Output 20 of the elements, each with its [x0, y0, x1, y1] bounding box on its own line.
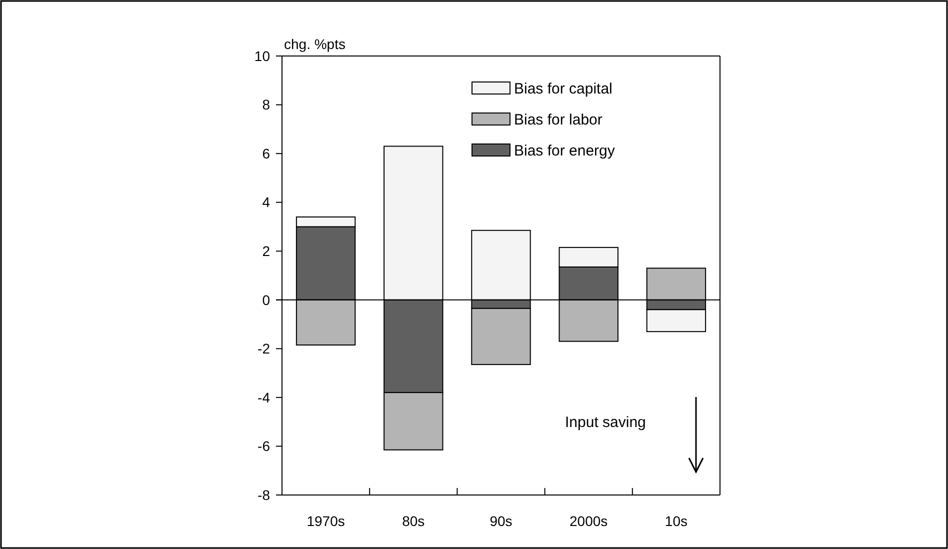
legend-label: Bias for capital [514, 80, 612, 98]
y-tick-label: 0 [262, 292, 270, 308]
legend-label: Bias for energy [514, 142, 616, 160]
y-tick-label: 8 [262, 96, 270, 113]
y-tick-label: 4 [262, 194, 270, 210]
x-tick-label: 80s [402, 513, 425, 529]
y-tick-label: -6 [258, 438, 270, 454]
x-tick-label: 2000s [570, 513, 608, 529]
x-tick-label: 10s [664, 513, 688, 529]
x-tick-label: 90s [490, 513, 512, 529]
y-tick-label: -8 [258, 486, 270, 503]
y-tick-label: 6 [262, 145, 270, 162]
y-axis-title: chg. %pts [284, 36, 346, 52]
x-tick-label: 1970s [306, 513, 345, 529]
y-tick-label: -2 [258, 340, 270, 357]
annotation: Input saving [565, 414, 646, 432]
y-tick-label: 2 [262, 243, 270, 260]
y-tick-label: 10 [254, 48, 270, 64]
legend-label: Bias for labor [514, 111, 602, 128]
y-tick-label: -4 [258, 389, 270, 406]
